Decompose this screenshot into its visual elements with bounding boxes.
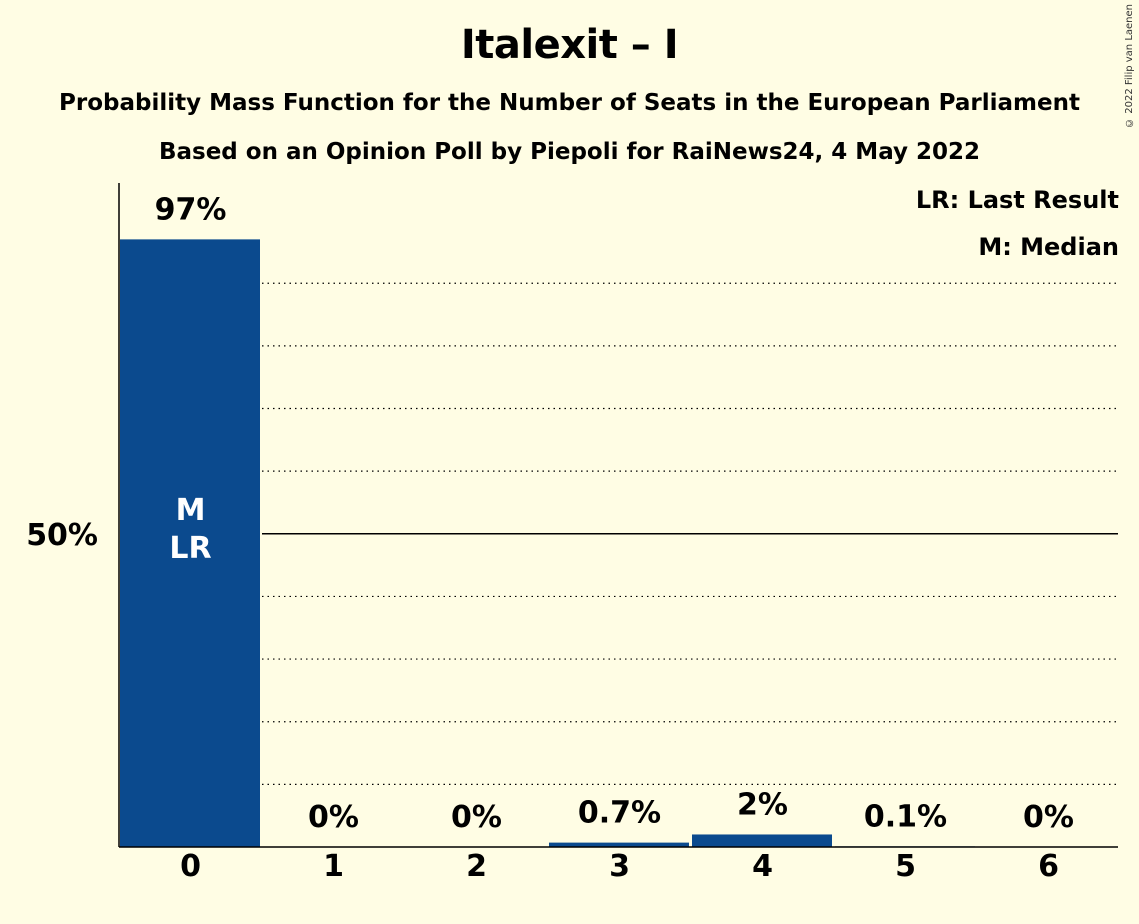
last-result-marker: LR [169,531,211,566]
x-tick-label-4: 4 [752,849,773,884]
x-tick-label-0: 0 [180,849,201,884]
x-tick-label-6: 6 [1038,849,1059,884]
data-label-4: 2% [737,787,788,822]
chart-title: Italexit – I [460,22,679,68]
bar-4 [692,834,832,847]
data-label-2: 0% [451,800,502,835]
data-label-0: 97% [155,192,227,227]
chart-subtitle: Probability Mass Function for the Number… [59,90,1080,116]
data-label-1: 0% [308,800,359,835]
x-tick-label-3: 3 [609,849,630,884]
x-tick-label-5: 5 [895,849,916,884]
x-tick-label-1: 1 [323,849,344,884]
data-label-6: 0% [1023,800,1074,835]
x-tick-label-2: 2 [466,849,487,884]
bar-0 [120,239,260,847]
y-tick-label-50: 50% [26,518,98,553]
legend-last-result: LR: Last Result [915,186,1119,214]
chart-source: Based on an Opinion Poll by Piepoli for … [158,139,981,165]
bar-3 [549,842,689,847]
data-label-5: 0.1% [864,799,947,834]
data-label-3: 0.7% [578,796,661,831]
legend-median: M: Median [978,233,1119,261]
median-marker: M [176,493,206,528]
